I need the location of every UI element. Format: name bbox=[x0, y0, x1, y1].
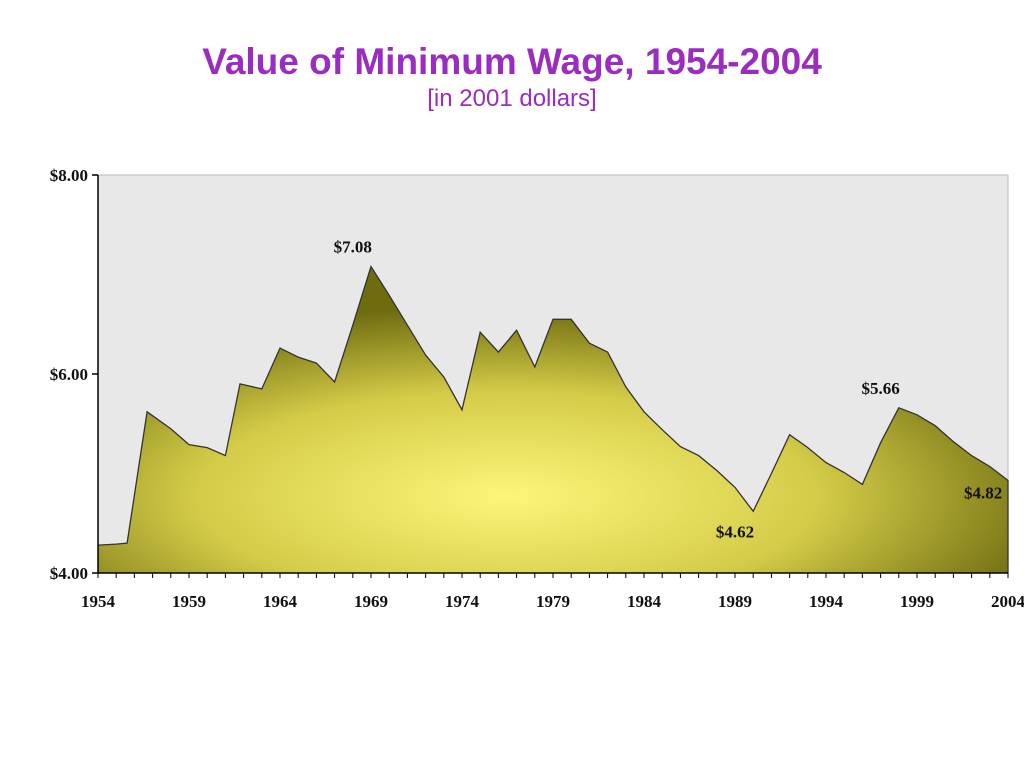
y-tick-label: $8.00 bbox=[50, 166, 88, 185]
x-tick-label: 1959 bbox=[172, 592, 206, 611]
chart-subtitle: [in 2001 dollars] bbox=[427, 85, 597, 112]
y-tick-label: $6.00 bbox=[50, 365, 88, 384]
data-label: $5.66 bbox=[861, 379, 899, 398]
y-tick-label: $4.00 bbox=[50, 564, 88, 583]
data-label: $4.62 bbox=[716, 522, 754, 541]
x-tick-label: 1994 bbox=[809, 592, 844, 611]
data-label: $7.08 bbox=[334, 238, 372, 257]
x-tick-label: 1999 bbox=[900, 592, 934, 611]
x-tick-label: 1974 bbox=[445, 592, 480, 611]
x-tick-label: 2004 bbox=[991, 592, 1024, 611]
x-tick-label: 1954 bbox=[81, 592, 116, 611]
title-block: Value of Minimum Wage, 1954-2004 [in 200… bbox=[0, 40, 1024, 114]
chart-title: Value of Minimum Wage, 1954-2004 bbox=[202, 41, 822, 82]
x-tick-label: 1989 bbox=[718, 592, 752, 611]
x-tick-label: 1969 bbox=[354, 592, 388, 611]
wage-area-fill bbox=[98, 266, 1008, 573]
wage-line bbox=[97, 264, 1009, 573]
x-tick-label: 1984 bbox=[627, 592, 662, 611]
data-label: $4.82 bbox=[964, 483, 1002, 502]
x-tick-label: 1964 bbox=[263, 592, 298, 611]
x-tick-label: 1979 bbox=[536, 592, 570, 611]
